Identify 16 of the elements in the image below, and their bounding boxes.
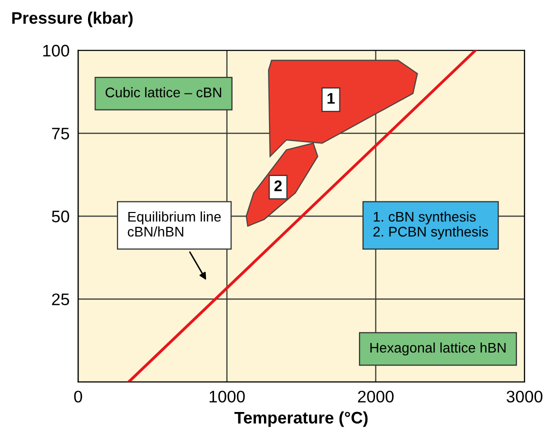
x-tick-label: 0 bbox=[74, 390, 82, 403]
y-tick-label: 50 bbox=[52, 210, 70, 222]
x-axis-title: Temperature (°C) bbox=[234, 411, 368, 427]
annotation: Hexagonal lattice hBN bbox=[370, 342, 506, 356]
series-label: 1 bbox=[328, 93, 335, 104]
annotation: Cubic lattice – cBN bbox=[106, 87, 222, 98]
series-label: 2 bbox=[274, 180, 282, 192]
y-tick-label: 100 bbox=[43, 44, 70, 57]
y-axis-title: Pressure (kbar) bbox=[12, 12, 133, 28]
annotation: Equilibrium line cBN/hBN bbox=[128, 211, 221, 237]
y-tick-label: 25 bbox=[52, 293, 70, 306]
annotation: 1. cBN synthesis 2. PCBN synthesis bbox=[373, 211, 488, 240]
y-tick-label: 75 bbox=[52, 128, 70, 140]
x-tick-label: 1000 bbox=[210, 390, 245, 403]
x-tick-label: 2000 bbox=[358, 390, 394, 403]
x-tick-label: 3000 bbox=[506, 390, 542, 403]
